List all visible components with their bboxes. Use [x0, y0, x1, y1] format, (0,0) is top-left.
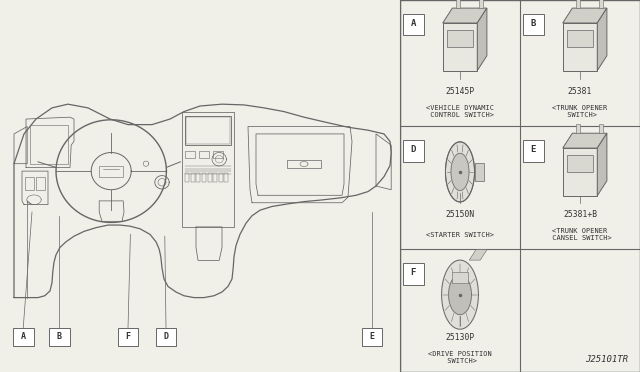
- Text: A: A: [410, 19, 416, 28]
- Bar: [199, 151, 209, 158]
- Polygon shape: [563, 133, 607, 148]
- Bar: [443, 23, 477, 71]
- Bar: [287, 160, 321, 168]
- Bar: [186, 117, 230, 144]
- Polygon shape: [474, 163, 484, 181]
- Bar: [479, 0, 483, 8]
- Text: 25381: 25381: [568, 87, 592, 96]
- Text: <TRUNK OPENER
 CANSEL SWITCH>: <TRUNK OPENER CANSEL SWITCH>: [548, 228, 612, 241]
- Text: E: E: [369, 332, 374, 341]
- Text: D: D: [410, 145, 416, 154]
- Text: 25150N: 25150N: [445, 211, 475, 219]
- Bar: [599, 0, 604, 8]
- Text: 25145P: 25145P: [445, 87, 475, 96]
- Polygon shape: [469, 250, 487, 260]
- Bar: [576, 124, 580, 133]
- Text: F: F: [410, 268, 416, 277]
- Text: <VEHICLE DYNAMIC
 CONTROL SWITCH>: <VEHICLE DYNAMIC CONTROL SWITCH>: [426, 105, 494, 118]
- Polygon shape: [563, 8, 607, 23]
- Text: <DRIVE POSITION
 SWITCH>: <DRIVE POSITION SWITCH>: [428, 351, 492, 364]
- Bar: [202, 173, 206, 182]
- Bar: [191, 173, 195, 182]
- Bar: [196, 173, 200, 182]
- Bar: [118, 328, 138, 346]
- Text: 25130P: 25130P: [445, 333, 475, 342]
- Polygon shape: [477, 8, 487, 71]
- Polygon shape: [445, 142, 474, 202]
- Polygon shape: [597, 133, 607, 196]
- Bar: [563, 23, 597, 71]
- Bar: [599, 124, 604, 133]
- Bar: [99, 166, 124, 177]
- Bar: [156, 328, 177, 346]
- Bar: [13, 328, 33, 346]
- Bar: [452, 272, 468, 283]
- Polygon shape: [597, 8, 607, 71]
- Bar: [523, 140, 543, 162]
- Text: E: E: [531, 145, 536, 154]
- Text: B: B: [57, 332, 61, 341]
- Bar: [49, 328, 70, 346]
- Text: <STARTER SWITCH>: <STARTER SWITCH>: [426, 231, 494, 237]
- Text: 25381+B: 25381+B: [563, 211, 597, 219]
- Bar: [213, 173, 217, 182]
- Text: A: A: [20, 332, 26, 341]
- Bar: [403, 140, 424, 162]
- Polygon shape: [443, 8, 487, 23]
- Text: <TRUNK OPENER
 SWITCH>: <TRUNK OPENER SWITCH>: [552, 105, 607, 118]
- Bar: [456, 0, 460, 8]
- Bar: [185, 116, 231, 145]
- Bar: [30, 125, 68, 164]
- Bar: [185, 173, 189, 182]
- Bar: [403, 14, 424, 35]
- Polygon shape: [449, 275, 472, 315]
- Bar: [523, 14, 543, 35]
- Bar: [225, 173, 228, 182]
- Bar: [25, 177, 34, 190]
- Bar: [185, 151, 195, 158]
- Polygon shape: [442, 260, 479, 329]
- Bar: [207, 173, 212, 182]
- Bar: [567, 30, 593, 47]
- Bar: [576, 0, 580, 8]
- Bar: [567, 155, 593, 172]
- Bar: [213, 151, 223, 158]
- Bar: [362, 328, 383, 346]
- Text: D: D: [163, 332, 168, 341]
- Bar: [219, 173, 223, 182]
- Bar: [563, 148, 597, 196]
- Polygon shape: [451, 153, 469, 190]
- Bar: [36, 177, 45, 190]
- Text: B: B: [531, 19, 536, 28]
- Text: F: F: [125, 332, 131, 341]
- Bar: [403, 263, 424, 285]
- Text: J25101TR: J25101TR: [585, 355, 628, 364]
- Bar: [447, 30, 473, 47]
